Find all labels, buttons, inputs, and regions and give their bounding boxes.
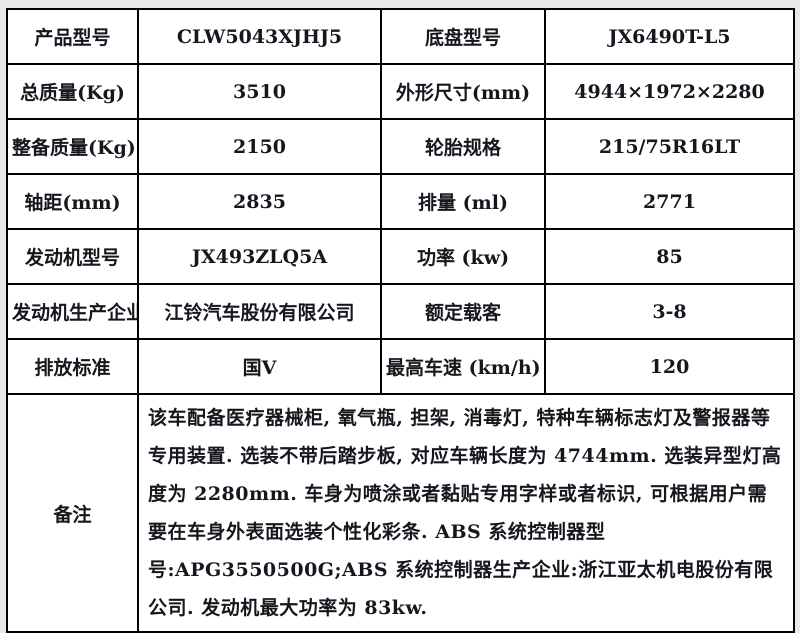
- spec-label: 底盘型号: [380, 8, 546, 65]
- spec-value: 85: [544, 228, 795, 285]
- spec-label: 整备质量(Kg): [6, 118, 139, 175]
- spec-label: 发动机生产企业: [6, 283, 139, 340]
- spec-label: 外形尺寸(mm): [380, 63, 546, 120]
- table-row: 发动机型号 JX493ZLQ5A 功率 (kw) 85: [6, 228, 795, 285]
- spec-value: 2150: [137, 118, 382, 175]
- spec-label: 产品型号: [6, 8, 139, 65]
- spec-label: 轮胎规格: [380, 118, 546, 175]
- spec-value: 215/75R16LT: [544, 118, 795, 175]
- spec-value: 2835: [137, 173, 382, 230]
- spec-value: 3-8: [544, 283, 795, 340]
- table-row: 产品型号 CLW5043XJHJ5 底盘型号 JX6490T-L5: [6, 8, 795, 65]
- spec-label: 总质量(Kg): [6, 63, 139, 120]
- table-row: 总质量(Kg) 3510 外形尺寸(mm) 4944×1972×2280: [6, 63, 795, 120]
- spec-label: 排量 (ml): [380, 173, 546, 230]
- spec-label: 排放标准: [6, 338, 139, 395]
- spec-value: JX6490T-L5: [544, 8, 795, 65]
- table-row: 发动机生产企业 江铃汽车股份有限公司 额定载客 3-8: [6, 283, 795, 340]
- spec-label: 额定载客: [380, 283, 546, 340]
- spec-value: JX493ZLQ5A: [137, 228, 382, 285]
- table-row: 整备质量(Kg) 2150 轮胎规格 215/75R16LT: [6, 118, 795, 175]
- remarks-label: 备注: [6, 393, 139, 633]
- spec-label: 最高车速 (km/h): [380, 338, 546, 395]
- remarks-row: 备注 该车配备医疗器械柜, 氧气瓶, 担架, 消毒灯, 特种车辆标志灯及警报器等…: [6, 393, 795, 633]
- spec-value: 3510: [137, 63, 382, 120]
- remarks-text: 该车配备医疗器械柜, 氧气瓶, 担架, 消毒灯, 特种车辆标志灯及警报器等专用装…: [137, 393, 795, 633]
- spec-value: 4944×1972×2280: [544, 63, 795, 120]
- table-row: 轴距(mm) 2835 排量 (ml) 2771: [6, 173, 795, 230]
- spec-label: 轴距(mm): [6, 173, 139, 230]
- spec-label: 发动机型号: [6, 228, 139, 285]
- spec-label: 功率 (kw): [380, 228, 546, 285]
- spec-value: 江铃汽车股份有限公司: [137, 283, 382, 340]
- spec-value: 2771: [544, 173, 795, 230]
- vehicle-spec-table: 产品型号 CLW5043XJHJ5 底盘型号 JX6490T-L5 总质量(Kg…: [6, 8, 795, 633]
- spec-value: 国V: [137, 338, 382, 395]
- table-row: 排放标准 国V 最高车速 (km/h) 120: [6, 338, 795, 395]
- spec-value: CLW5043XJHJ5: [137, 8, 382, 65]
- spec-value: 120: [544, 338, 795, 395]
